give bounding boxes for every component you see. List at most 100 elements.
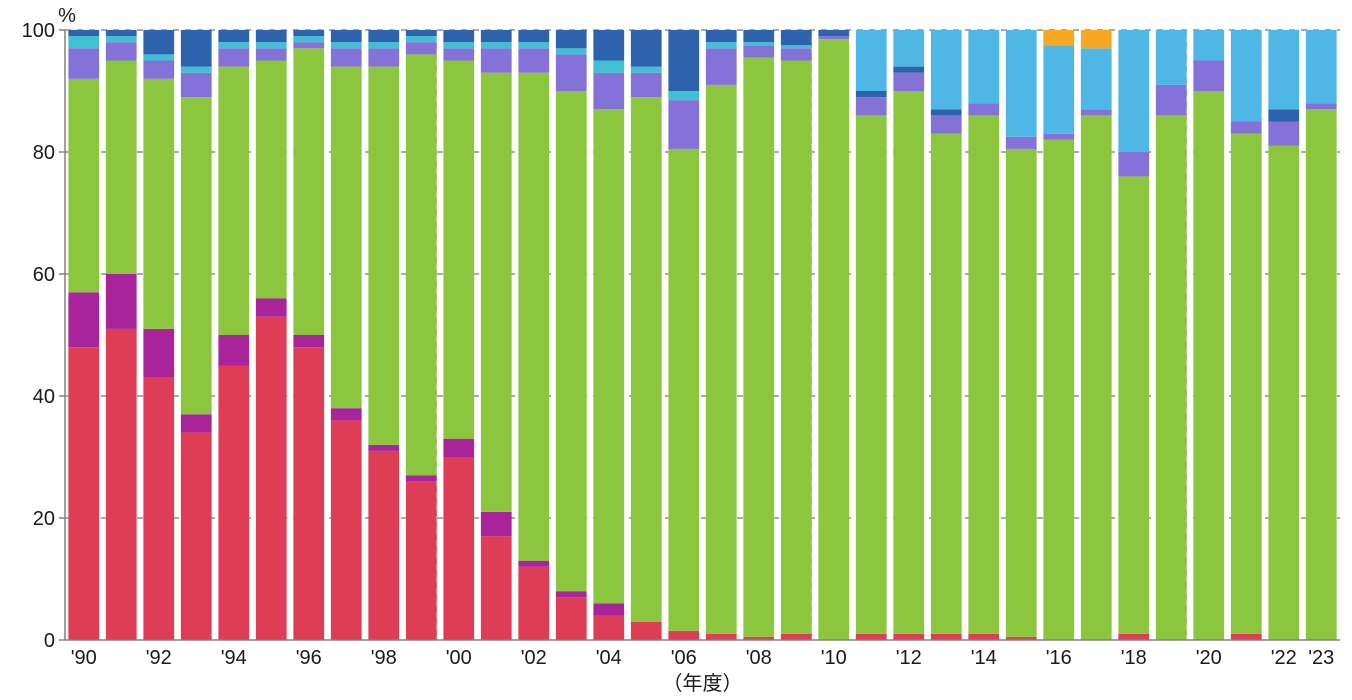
bar-segment-violet — [856, 97, 887, 115]
bar-segment-magenta — [331, 408, 362, 420]
bar-segment-green — [1268, 146, 1299, 640]
bar-segment-red — [593, 616, 624, 640]
x-tick-label: '08 — [746, 647, 772, 669]
bar-segment-magenta — [143, 329, 174, 378]
bar-segment-green — [1081, 115, 1112, 640]
x-axis-caption: （年度） — [663, 672, 743, 695]
bar-segment-green — [218, 67, 249, 335]
bar-segment-violet — [893, 73, 924, 91]
bar-segment-red — [218, 366, 249, 641]
bar-segment-violet — [781, 48, 812, 60]
bar-segment-blue — [1268, 109, 1299, 121]
bar-segment-orange — [1081, 30, 1112, 48]
bar-segment-blue — [293, 30, 324, 36]
bar-segment-green — [893, 91, 924, 634]
bar-segment-violet — [443, 48, 474, 60]
bar-segment-teal — [556, 48, 587, 54]
bar-segment-teal — [743, 42, 774, 45]
x-tick-label: '98 — [371, 647, 397, 669]
bar-segment-teal — [143, 54, 174, 60]
x-tick-label: '02 — [521, 647, 547, 669]
bar-segment-green — [1156, 115, 1187, 640]
bar-segment-violet — [1081, 109, 1112, 115]
bar-segment-green — [856, 115, 887, 634]
bar-segment-teal — [293, 36, 324, 42]
bar-segment-blue — [631, 30, 662, 67]
bar-segment-green — [1306, 109, 1337, 640]
bar-segment-violet — [293, 42, 324, 48]
bar-segment-red — [1231, 634, 1262, 640]
bar-segment-red — [68, 347, 99, 640]
bar-segment-blue — [781, 30, 812, 45]
bar-segment-teal — [406, 36, 437, 42]
bar-segment-violet — [1156, 85, 1187, 116]
bar-segment-red — [443, 457, 474, 640]
bar-segment-red — [706, 634, 737, 640]
bar-segment-blue — [593, 30, 624, 61]
bar-segment-violet — [1118, 152, 1149, 176]
x-tick-label: '14 — [971, 647, 997, 669]
bar-segment-violet — [106, 42, 137, 60]
bar-segment-green — [1231, 134, 1262, 634]
bar-segment-teal — [256, 42, 287, 48]
bar-segment-skyblue — [1231, 30, 1262, 122]
bar-segment-teal — [181, 67, 212, 73]
bar-segment-green — [331, 67, 362, 409]
bar-segment-magenta — [481, 512, 512, 536]
bar-segment-skyblue — [1268, 30, 1299, 109]
bar-segment-blue — [481, 30, 512, 42]
bar-segment-red — [631, 622, 662, 640]
bar-segment-red — [931, 634, 962, 640]
bar-segment-skyblue — [1043, 45, 1074, 133]
bar-segment-violet — [1306, 103, 1337, 109]
bar-segment-green — [743, 57, 774, 637]
bar-segment-skyblue — [1118, 30, 1149, 152]
bar-segment-green — [143, 79, 174, 329]
bar-segment-violet — [1043, 134, 1074, 140]
bar-segment-magenta — [218, 335, 249, 366]
bar-segment-skyblue — [1306, 30, 1337, 103]
bar-segment-red — [143, 378, 174, 640]
bar-segment-violet — [631, 73, 662, 97]
bar-segment-red — [331, 420, 362, 640]
bar-segment-violet — [218, 48, 249, 66]
bar-segment-blue — [518, 30, 549, 42]
x-tick-label: '20 — [1196, 647, 1222, 669]
y-tick-label: 0 — [44, 630, 55, 652]
bar-segment-skyblue — [1006, 30, 1037, 137]
bar-segment-blue — [256, 30, 287, 42]
x-tick-label: '18 — [1121, 647, 1147, 669]
bar-segment-magenta — [518, 561, 549, 567]
bar-segment-green — [706, 85, 737, 634]
bar-segment-green — [1193, 91, 1224, 640]
bar-segment-red — [293, 347, 324, 640]
bar-segment-magenta — [68, 292, 99, 347]
bar-segment-magenta — [293, 335, 324, 347]
bar-segment-red — [781, 634, 812, 640]
bar-segment-violet — [256, 48, 287, 60]
bar-segment-skyblue — [893, 30, 924, 67]
bar-segment-blue — [743, 30, 774, 42]
x-tick-label: '10 — [821, 647, 847, 669]
bar-segment-green — [1043, 140, 1074, 640]
bar-segment-magenta — [406, 475, 437, 481]
bar-segment-teal — [218, 42, 249, 48]
bar-segment-teal — [106, 36, 137, 42]
x-tick-label: '06 — [671, 647, 697, 669]
bar-segment-violet — [593, 73, 624, 110]
y-tick-label: 60 — [33, 264, 55, 286]
bar-segment-red — [893, 634, 924, 640]
bar-segment-teal — [331, 42, 362, 48]
bar-segment-violet — [743, 45, 774, 57]
y-tick-label: 80 — [33, 142, 55, 164]
bar-segment-violet — [1268, 122, 1299, 146]
bar-segment-violet — [668, 100, 699, 149]
bar-segment-blue — [68, 30, 99, 36]
bar-segment-green — [293, 48, 324, 335]
x-tick-label: '96 — [296, 647, 322, 669]
bar-segment-blue — [181, 30, 212, 67]
y-tick-label: 100 — [22, 20, 55, 42]
y-tick-label: 20 — [33, 508, 55, 530]
bar-segment-skyblue — [856, 30, 887, 91]
bar-segment-green — [968, 115, 999, 634]
